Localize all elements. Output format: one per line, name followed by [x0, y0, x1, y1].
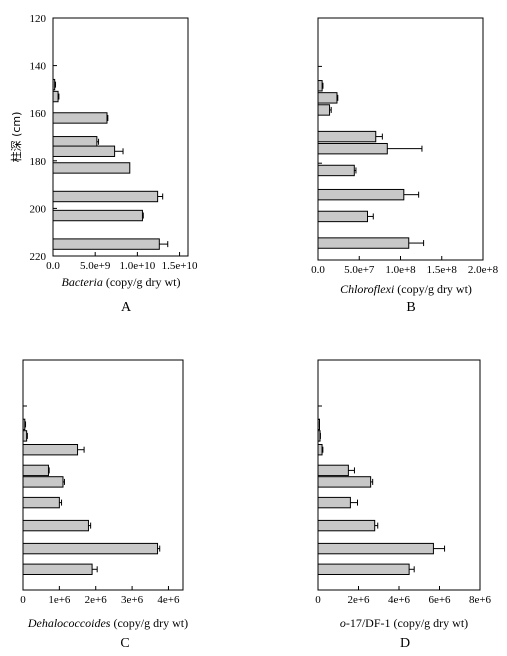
- bar: [52, 209, 143, 222]
- bar: [317, 80, 323, 92]
- bar: [317, 188, 405, 201]
- x-tick-label: 6e+6: [428, 594, 451, 606]
- bar: [317, 444, 323, 456]
- bar: [317, 130, 377, 143]
- x-axis-label-rest: (copy/g dry wt): [103, 275, 181, 289]
- bar: [52, 112, 108, 124]
- bar: [52, 190, 159, 203]
- x-tick-label: 1.5e+8: [427, 264, 458, 276]
- x-tick-label: 5.0e+9: [80, 260, 111, 272]
- bar: [22, 444, 79, 456]
- x-tick-label: 0.0: [311, 264, 325, 276]
- bar: [52, 136, 98, 148]
- bar: [52, 90, 59, 103]
- x-tick-label: 2e+6: [85, 594, 108, 606]
- bar: [52, 78, 56, 91]
- x-tick-label: 1e+6: [48, 594, 71, 606]
- x-axis-label: Chloroflexi (copy/g dry wt): [340, 282, 472, 296]
- bar: [52, 238, 160, 250]
- y-tick-label-180: 180: [30, 156, 47, 168]
- x-tick-label: 4e+6: [388, 594, 411, 606]
- bar: [317, 237, 410, 249]
- bar: [22, 563, 93, 575]
- bar: [22, 418, 26, 431]
- x-tick-label: 1.0e+10: [119, 260, 155, 272]
- y-tick-label-120: 120: [30, 13, 47, 25]
- bar: [317, 92, 338, 104]
- x-tick-label: 0: [20, 594, 26, 606]
- x-tick-label: 2.0e+8: [468, 264, 499, 276]
- x-axis-label-rest: (copy/g dry wt): [110, 616, 188, 630]
- y-tick-label-200: 200: [30, 203, 47, 215]
- x-tick-label: 2e+6: [347, 594, 370, 606]
- y-tick-label-140: 140: [30, 61, 47, 73]
- bar: [317, 542, 434, 555]
- panel-d: o-17/DF-1 (copy/g dry wt) D 0 2e+6 4e+6 6e+…: [315, 359, 492, 651]
- bar: [317, 164, 355, 177]
- y-axis-tick-labels: 120 140 160 180 200 220: [30, 13, 47, 263]
- bar: [22, 496, 60, 509]
- x-axis-label-italic: Dehalococcoides: [27, 616, 111, 630]
- x-tick-label: 0: [315, 594, 321, 606]
- bar: [317, 142, 388, 155]
- bar: [22, 430, 28, 442]
- panel-letter: D: [400, 636, 410, 651]
- bar: [317, 464, 349, 477]
- bar: [317, 563, 410, 575]
- y-axis-label: 柱深 (cm): [9, 112, 23, 163]
- x-axis-label-rest: (copy/g dry wt): [394, 282, 472, 296]
- bar: [22, 476, 64, 488]
- x-tick-label: 1.5e+10: [162, 260, 198, 272]
- bar: [52, 145, 116, 157]
- panel-letter: B: [406, 300, 415, 315]
- bar: [317, 496, 351, 509]
- panel-a: 120 140 160 180 200 220 柱深 (cm) Bacteria…: [9, 13, 198, 315]
- bar: [22, 464, 49, 477]
- x-tick-label: 4e+6: [157, 594, 180, 606]
- bar: [317, 210, 368, 223]
- x-axis-label-italic: Chloroflexi: [340, 282, 394, 296]
- x-tick-label: 3e+6: [121, 594, 144, 606]
- y-tick-label-160: 160: [30, 108, 47, 120]
- x-tick-label: 0.0: [46, 260, 60, 272]
- y-tick-label-220: 220: [30, 251, 47, 263]
- x-axis-label-italic: o: [340, 616, 346, 630]
- panel-c: Dehalococcoides (copy/g dry wt) C 0 1e+6 2…: [20, 359, 188, 651]
- x-axis-label: o-17/DF-1 (copy/g dry wt): [340, 616, 468, 630]
- x-tick-label: 5.0e+7: [344, 264, 375, 276]
- x-axis-label: Bacteria (copy/g dry wt): [62, 275, 181, 289]
- x-axis-label-rest: -17/DF-1 (copy/g dry wt): [346, 616, 468, 630]
- bar: [317, 519, 376, 532]
- x-axis-label: Dehalococcoides (copy/g dry wt): [27, 616, 188, 630]
- x-tick-label: 8e+6: [469, 594, 492, 606]
- panel-letter: C: [120, 636, 129, 651]
- bar: [317, 104, 331, 116]
- bar: [22, 519, 89, 532]
- bar: [22, 542, 159, 555]
- panel-b: Chloroflexi (copy/g dry wt) B 0.0 5.0e+7 1…: [311, 17, 499, 315]
- x-axis-label-italic: Bacteria: [62, 275, 103, 289]
- bar: [317, 430, 321, 442]
- bar: [317, 476, 372, 488]
- bar: [52, 162, 131, 174]
- panel-letter: A: [121, 300, 132, 315]
- x-tick-label: 1.0e+8: [385, 264, 416, 276]
